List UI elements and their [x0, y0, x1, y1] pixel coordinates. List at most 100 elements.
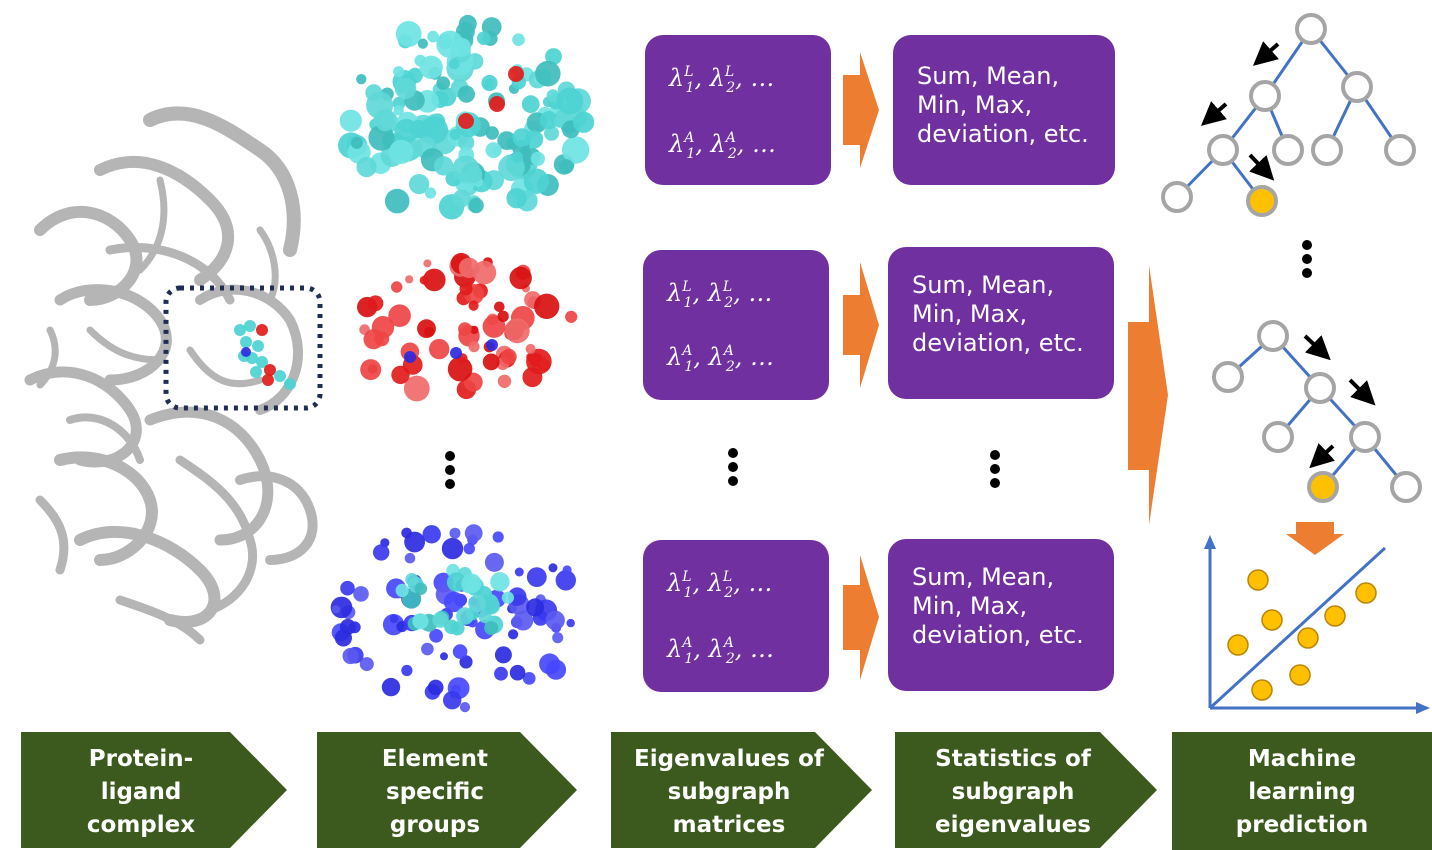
- atom-sphere: [427, 679, 444, 696]
- atom-sphere: [409, 174, 430, 195]
- atom-sphere: [507, 629, 519, 640]
- atom-sphere: [459, 655, 473, 669]
- atom-sphere: [405, 573, 419, 586]
- step-chevron: [21, 732, 287, 848]
- atom-sphere: [240, 336, 252, 348]
- atom-sphere: [552, 632, 564, 644]
- atom-sphere: [452, 155, 480, 183]
- eigen-line-adjacency: λA1, λA2, …: [667, 343, 775, 375]
- atom-sphere: [470, 325, 479, 335]
- decision-tree-icon: [1212, 320, 1422, 503]
- atom-sphere: [545, 610, 565, 630]
- atom-sphere: [494, 666, 508, 681]
- atom-sphere: [389, 139, 414, 164]
- stat-line: Sum, Mean,: [917, 62, 1060, 90]
- stat-line: deviation, etc.: [912, 621, 1084, 649]
- atom-sphere: [458, 322, 472, 336]
- atom-sphere: [457, 134, 475, 151]
- atom-sphere: [486, 339, 498, 351]
- atom-sphere: [367, 295, 384, 312]
- atom-sphere: [559, 159, 574, 174]
- atom-sphere: [492, 531, 504, 543]
- atom-sphere: [244, 320, 256, 332]
- atom-sphere: [461, 573, 482, 594]
- atom-sphere: [534, 293, 560, 319]
- atom-sphere: [494, 646, 512, 664]
- atom-sphere: [252, 340, 264, 352]
- stat-line: Sum, Mean,: [912, 271, 1055, 299]
- atom-sphere: [477, 31, 491, 45]
- atom-sphere: [504, 318, 530, 344]
- atom-sphere: [458, 14, 477, 33]
- atom-sphere: [264, 364, 276, 376]
- atom-sphere: [447, 356, 473, 382]
- atom-sphere: [334, 629, 352, 647]
- eigen-line-adjacency: λA1, λA2, …: [669, 130, 777, 162]
- vertical-ellipsis-icon: [990, 450, 1000, 488]
- atom-sphere: [417, 38, 428, 49]
- atom-sphere: [556, 87, 584, 115]
- atom-sphere: [433, 156, 454, 176]
- atom-sphere: [523, 168, 550, 194]
- atom-sphere: [404, 531, 425, 553]
- atom-sphere: [506, 188, 527, 209]
- atom-sphere: [539, 111, 558, 130]
- atom-sphere: [497, 310, 509, 322]
- atom-sphere: [509, 664, 526, 681]
- ligand-molecule-icon: [234, 320, 296, 390]
- atom-sphere: [565, 310, 578, 323]
- atom-sphere: [360, 359, 382, 381]
- atom-sphere: [256, 324, 268, 336]
- atom-sphere: [458, 113, 474, 129]
- atom-sphere: [429, 338, 450, 360]
- atom-sphere: [368, 124, 395, 151]
- arrow-right-icon: [843, 262, 879, 388]
- atom-sphere: [424, 187, 437, 199]
- atom-sphere: [423, 268, 446, 292]
- eigen-line-laplacian: λL1, λL2, …: [667, 279, 773, 311]
- atom-sphere: [526, 598, 545, 617]
- protein-ribbon-icon: [24, 106, 318, 645]
- atom-sphere: [463, 543, 475, 555]
- atom-sphere: [429, 628, 443, 643]
- stat-line: deviation, etc.: [912, 329, 1084, 357]
- selected-leaf-node: [1307, 471, 1339, 503]
- atom-sphere: [342, 647, 359, 665]
- atom-sphere: [436, 76, 451, 90]
- step-box: [1172, 732, 1432, 850]
- atom-sphere: [468, 300, 479, 311]
- atom-sphere: [393, 105, 404, 116]
- atom-sphere: [395, 583, 409, 598]
- atom-sphere: [412, 613, 429, 630]
- atom-sphere: [468, 594, 486, 613]
- atom-sphere: [423, 259, 432, 268]
- atom-sphere: [562, 565, 572, 575]
- atom-sphere: [432, 611, 449, 628]
- atom-cloud-cyan-icon: [338, 14, 595, 220]
- atom-sphere: [371, 316, 395, 339]
- atom-cloud-blue-icon: [330, 524, 576, 713]
- atom-sphere: [407, 67, 423, 84]
- atom-sphere: [511, 151, 524, 164]
- atom-sphere: [526, 567, 547, 587]
- atom-sphere: [545, 659, 567, 680]
- eigenvalue-box: λL1, λL2, … λA1, λA2, …: [645, 35, 831, 185]
- stat-line: Min, Max,: [917, 91, 1033, 119]
- atom-sphere: [452, 189, 471, 208]
- atom-sphere: [535, 60, 561, 87]
- atom-sphere: [421, 642, 434, 656]
- atom-sphere: [482, 353, 500, 371]
- atom-sphere: [481, 74, 498, 92]
- atom-sphere: [404, 552, 416, 564]
- arrow-right-large-icon: [1128, 265, 1168, 525]
- atom-sphere: [424, 326, 435, 337]
- step-chevron: [895, 732, 1157, 848]
- vertical-ellipsis-icon: [445, 451, 455, 489]
- atom-sphere: [256, 356, 268, 368]
- atom-sphere: [484, 621, 499, 636]
- atom-sphere: [353, 586, 369, 602]
- atom-sphere: [389, 614, 399, 624]
- selected-leaf-node: [1246, 185, 1278, 217]
- atom-sphere: [458, 257, 480, 278]
